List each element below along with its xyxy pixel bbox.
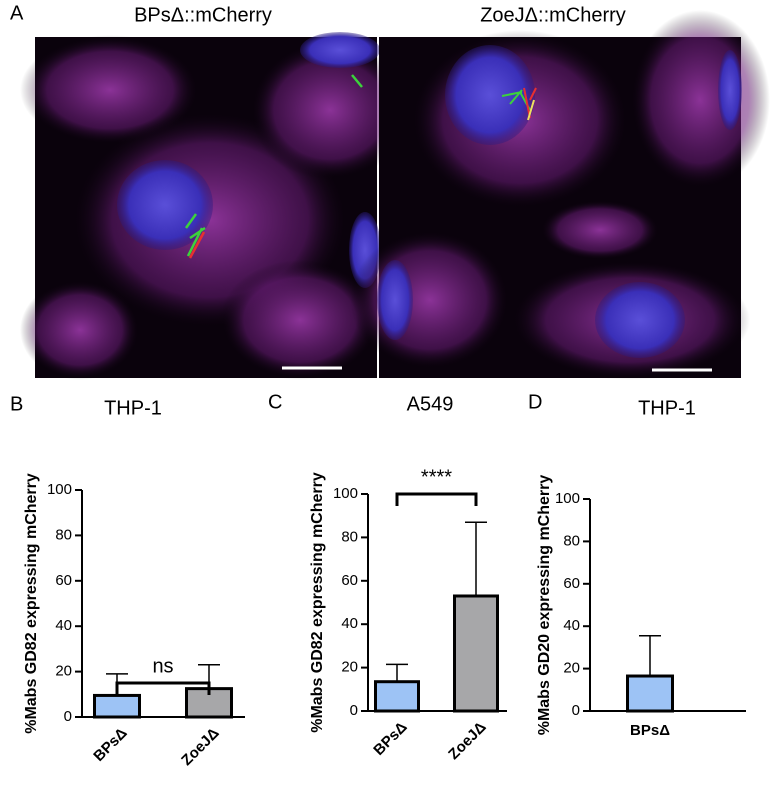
panel-label: D: [528, 391, 542, 413]
y-tick-label: 80: [55, 526, 72, 543]
y-tick-label: 60: [341, 572, 358, 589]
x-tick-label: ZoeJΔ: [445, 718, 490, 763]
panel-label: C: [268, 391, 282, 413]
chart-title: THP-1: [104, 397, 162, 419]
image-title: ZoeJΔ::mCherry: [480, 4, 626, 26]
x-tick-label: ZoeJΔ: [178, 724, 223, 769]
y-tick-label: 0: [572, 702, 580, 719]
x-tick-label: BPsΔ: [630, 722, 670, 739]
y-tick-label: 40: [341, 615, 358, 632]
bar: [626, 674, 674, 713]
y-tick-label: 100: [333, 485, 358, 502]
y-tick-label: 0: [64, 708, 72, 725]
y-tick-label: 20: [341, 659, 358, 676]
significance-label: ns: [152, 655, 173, 677]
significance-bracket: [115, 681, 211, 695]
y-tick-label: 80: [563, 532, 580, 549]
x-tick-label: BPsΔ: [90, 724, 130, 764]
y-tick-label: 80: [341, 528, 358, 545]
y-tick-label: 60: [563, 575, 580, 592]
y-tick-label: 100: [47, 481, 72, 498]
chart-title: THP-1: [638, 397, 696, 419]
y-axis-label: %Mabs GD82 expressing mCherry: [23, 473, 40, 734]
y-tick-label: 20: [563, 660, 580, 677]
y-tick-label: 20: [55, 663, 72, 680]
y-axis-label: %Mabs GD20 expressing mCherry: [536, 475, 553, 736]
y-tick-label: 40: [55, 617, 72, 634]
bar: [374, 680, 420, 713]
y-axis-label: %Mabs GD82 expressing mCherry: [309, 472, 326, 733]
bar: [453, 594, 499, 713]
y-tick-label: 60: [55, 572, 72, 589]
x-tick-label: BPsΔ: [370, 718, 410, 758]
panel-label: B: [10, 393, 23, 415]
significance-label: ****: [421, 466, 452, 488]
y-tick-label: 40: [563, 617, 580, 634]
significance-bracket: [395, 492, 478, 506]
micrograph: [350, 10, 770, 380]
y-tick-label: 100: [555, 490, 580, 507]
image-title: BPsΔ::mCherry: [134, 4, 272, 26]
bar: [93, 693, 141, 719]
panel-label: A: [10, 2, 24, 24]
micrograph: [20, 32, 410, 380]
chart-title: A549: [407, 393, 454, 415]
y-tick-label: 0: [350, 702, 358, 719]
